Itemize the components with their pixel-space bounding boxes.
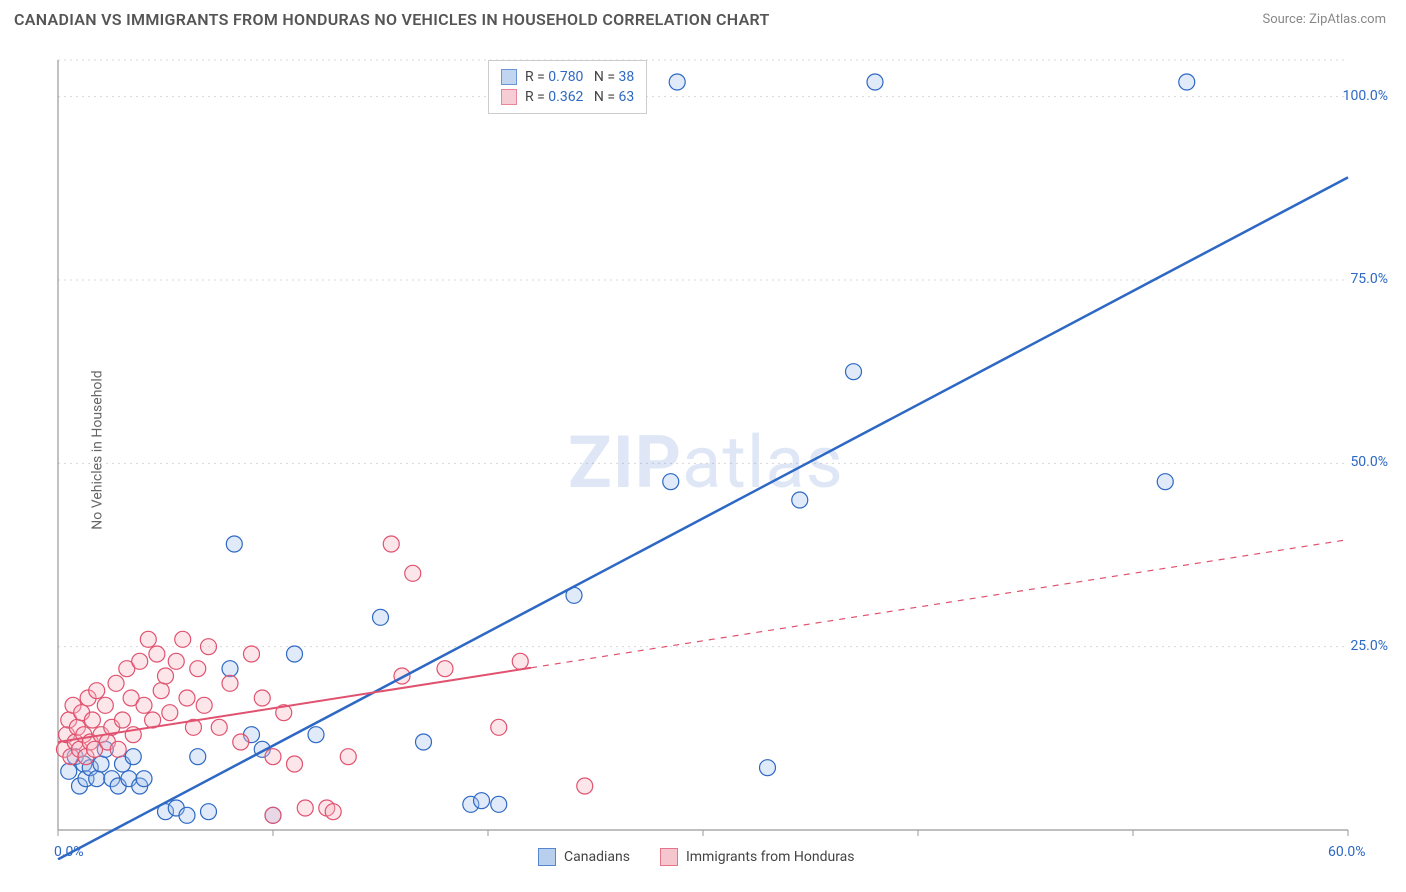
data-point [222, 661, 238, 677]
data-point [244, 646, 260, 662]
data-point [265, 807, 281, 823]
data-point [97, 697, 113, 713]
data-point [577, 778, 593, 794]
data-point [226, 536, 242, 552]
data-point [491, 719, 507, 735]
data-point [153, 683, 169, 699]
data-point [190, 749, 206, 765]
data-point [115, 712, 131, 728]
axis-tick-label: 75.0% [1350, 271, 1388, 287]
data-point [136, 697, 152, 713]
data-point [201, 804, 217, 820]
data-point [325, 804, 341, 820]
data-point [792, 492, 808, 508]
scatter-plot [48, 40, 1388, 860]
series-legend: Canadians Immigrants from Honduras [538, 848, 877, 866]
axis-tick-label: 100.0% [1343, 88, 1388, 104]
data-point [867, 74, 883, 90]
data-point [1179, 74, 1195, 90]
data-point [179, 690, 195, 706]
data-point [373, 609, 389, 625]
data-point [287, 646, 303, 662]
data-point [437, 661, 453, 677]
data-point [89, 683, 105, 699]
source-attribution: Source: ZipAtlas.com [1262, 12, 1386, 27]
data-point [669, 74, 685, 90]
data-point [93, 756, 109, 772]
data-point [162, 705, 178, 721]
data-point [158, 668, 174, 684]
series-canadians [61, 74, 1195, 823]
data-point [168, 653, 184, 669]
data-point [108, 675, 124, 691]
data-point [287, 756, 303, 772]
data-point [211, 719, 227, 735]
legend-series-label: Immigrants from Honduras [686, 849, 855, 865]
stats-legend-row: R = 0.362 N = 63 [501, 87, 634, 107]
data-point [175, 631, 191, 647]
data-point [196, 697, 212, 713]
data-point [383, 536, 399, 552]
data-point [61, 763, 77, 779]
data-point [491, 796, 507, 812]
data-point [297, 800, 313, 816]
data-point [1157, 474, 1173, 490]
data-point [149, 646, 165, 662]
data-point [110, 741, 126, 757]
legend-swatch [660, 848, 678, 866]
data-point [405, 565, 421, 581]
axis-tick-label: 60.0% [1328, 844, 1366, 860]
axis-tick-label: 25.0% [1350, 638, 1388, 654]
data-point [474, 793, 490, 809]
data-point [140, 631, 156, 647]
data-point [136, 771, 152, 787]
legend-stat-text: R = 0.780 N = 38 [525, 69, 634, 85]
data-point [179, 807, 195, 823]
legend-swatch [501, 69, 517, 85]
stats-legend-row: R = 0.780 N = 38 [501, 67, 634, 87]
data-point [416, 734, 432, 750]
data-point [125, 749, 141, 765]
chart-title: CANADIAN VS IMMIGRANTS FROM HONDURAS NO … [14, 10, 770, 29]
data-point [254, 690, 270, 706]
data-point [308, 727, 324, 743]
axis-tick-label: 50.0% [1350, 454, 1388, 470]
data-point [222, 675, 238, 691]
data-point [663, 474, 679, 490]
data-point [132, 653, 148, 669]
data-point [201, 639, 217, 655]
data-point [265, 749, 281, 765]
data-point [89, 771, 105, 787]
data-point [846, 364, 862, 380]
data-point [760, 760, 776, 776]
legend-swatch [501, 89, 517, 105]
stats-legend: R = 0.780 N = 38 R = 0.362 N = 63 [488, 60, 647, 114]
data-point [340, 749, 356, 765]
chart-container: No Vehicles in Household ZIPatlas 25.0%5… [48, 40, 1388, 860]
data-point [233, 734, 249, 750]
legend-swatch [538, 848, 556, 866]
legend-stat-text: R = 0.362 N = 63 [525, 89, 634, 105]
data-point [512, 653, 528, 669]
data-point [84, 712, 100, 728]
legend-series-label: Canadians [564, 849, 630, 865]
trend-line-extrapolated [531, 540, 1348, 668]
data-point [190, 661, 206, 677]
axis-tick-label: 0.0% [54, 844, 84, 860]
